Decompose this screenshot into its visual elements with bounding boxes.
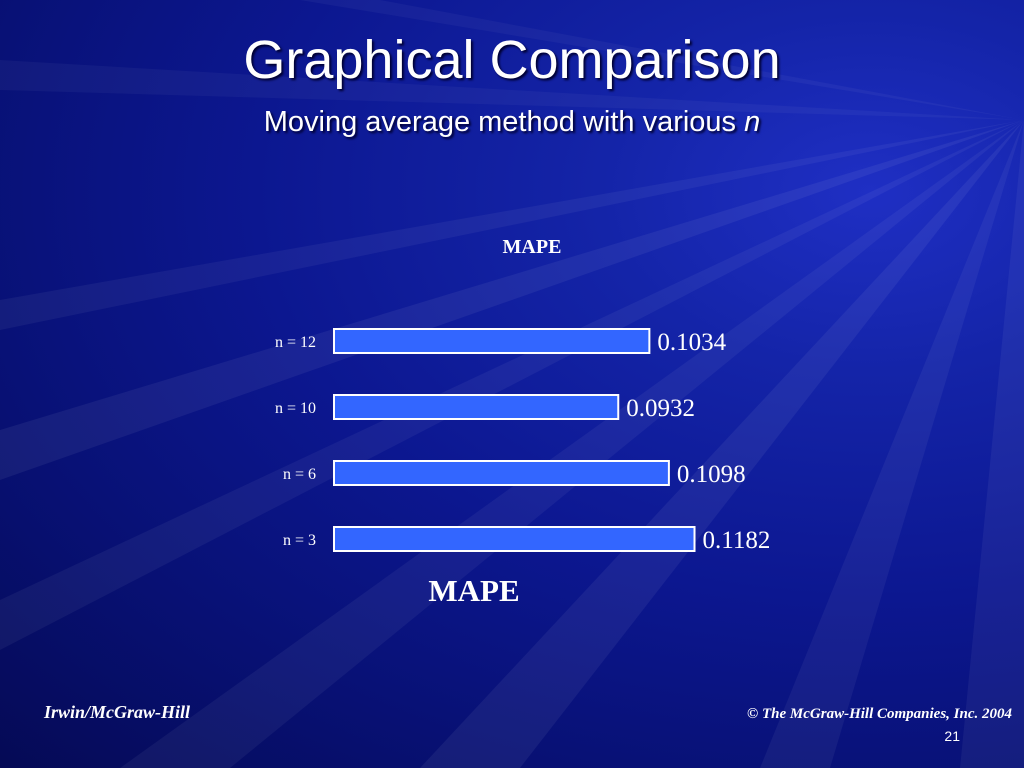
category-label: n = 3 xyxy=(283,532,316,549)
page-number: 21 xyxy=(944,728,960,744)
chart-title: MAPE xyxy=(503,236,562,258)
data-label: 0.1034 xyxy=(657,329,726,356)
data-label: 0.1098 xyxy=(677,461,746,488)
bars-layer: n = 12 0.1034 n = 10 0.0932 n = 6 0.1098 n = 3… xyxy=(275,328,771,554)
bar xyxy=(333,394,620,420)
subtitle-variable: n xyxy=(744,106,761,138)
data-label: 0.1182 xyxy=(703,527,771,554)
slide-title: Graphical Comparison xyxy=(243,30,781,90)
subtitle-text: Moving average method with various xyxy=(263,106,745,138)
bar xyxy=(333,526,696,552)
category-label: n = 6 xyxy=(283,466,316,483)
x-axis-title: MAPE xyxy=(428,573,519,608)
bar xyxy=(333,328,651,354)
footer-publisher: Irwin/McGraw-Hill xyxy=(44,702,191,722)
slide-subtitle: Moving average method with various n xyxy=(0,104,1024,140)
data-label: 0.0932 xyxy=(626,395,695,422)
footer-copyright: © The McGraw-Hill Companies, Inc. 2004 xyxy=(747,706,1012,722)
category-label: n = 12 xyxy=(275,334,316,351)
category-label: n = 10 xyxy=(275,400,316,417)
bar xyxy=(333,460,670,486)
